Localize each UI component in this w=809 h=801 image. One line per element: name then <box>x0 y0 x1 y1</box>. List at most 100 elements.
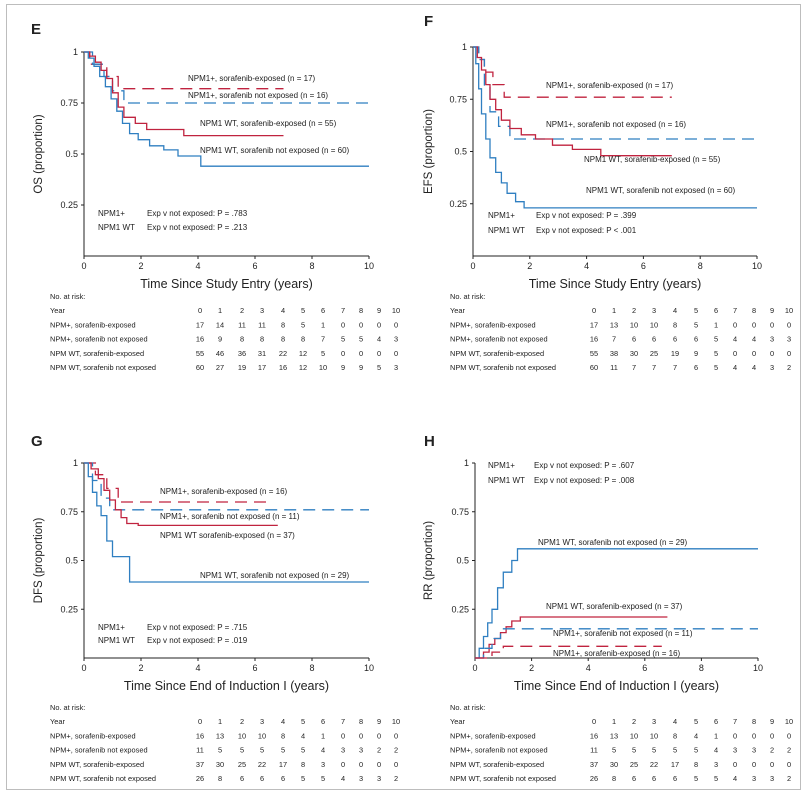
panel-f-xtick-label: 10 <box>752 261 762 271</box>
panel-e-xtick-label: 6 <box>252 261 257 271</box>
panel-e-risk-value: 17 <box>196 320 204 329</box>
panel-f-risk-value: 5 <box>714 363 718 372</box>
panel-f-ytick-label: 1 <box>462 42 467 52</box>
panel-h-risk-value: 5 <box>652 746 656 755</box>
panel-h-stat-group: NPM1+ <box>488 461 515 470</box>
panel-f-risk-year: 4 <box>673 306 677 315</box>
panel-f-risk-value: 0 <box>770 320 774 329</box>
panel-h-risk-value: 16 <box>590 731 598 740</box>
panel-g-xtick-label: 10 <box>364 663 374 673</box>
panel-h-risk-value: 30 <box>610 760 618 769</box>
panel-h-risk-year: 8 <box>752 717 756 726</box>
panel-g-risk-value: 2 <box>377 746 381 755</box>
panel-h-risk-year: 6 <box>714 717 718 726</box>
panel-f-risk-value: 25 <box>650 349 658 358</box>
panel-g-ytick-label: 0.25 <box>60 604 78 614</box>
panel-h-risk-year: 5 <box>694 717 698 726</box>
panel-g-risk-year-label: Year <box>50 717 65 726</box>
panel-f-risk-year: 7 <box>733 306 737 315</box>
panel-g-risk-value: 4 <box>321 746 325 755</box>
panel-h-risk-value: 4 <box>714 746 718 755</box>
panel-h-risk-row-label: NPM WT, sorafenib-exposed <box>450 760 544 769</box>
panel-h-risk-value: 3 <box>770 774 774 783</box>
panel-g-risk-year: 2 <box>240 717 244 726</box>
panel-h-risk-value: 5 <box>673 746 677 755</box>
panel-h-risk-value: 4 <box>694 731 698 740</box>
panel-h-risk-year: 0 <box>592 717 596 726</box>
panel-e-series-line <box>84 51 284 137</box>
panel-g-risk-value: 17 <box>279 760 287 769</box>
panel-g-risk-row-label: NPM WT, sorafenib-exposed <box>50 760 144 769</box>
panel-g-xtick-label: 0 <box>81 663 86 673</box>
panel-e-series-label: NPM1+, sorafenib-exposed (n = 17) <box>188 74 316 83</box>
panel-h-risk-value: 3 <box>752 746 756 755</box>
panel-e-series-line <box>84 51 369 104</box>
panel-h-risk-value: 2 <box>787 774 791 783</box>
panel-g-series-label: NPM1 WT, sorafenib not exposed (n = 29) <box>200 571 350 580</box>
panel-h-risk-value: 0 <box>733 760 737 769</box>
panel-f-risk-value: 0 <box>770 349 774 358</box>
panel-g-risk-year: 7 <box>341 717 345 726</box>
panel-h-letter: H <box>424 433 435 450</box>
panel-g-risk-value: 1 <box>321 731 325 740</box>
panel-h-series-label: NPM1+, sorafenib-exposed (n = 16) <box>553 649 681 658</box>
panel-h-risk-value: 8 <box>694 760 698 769</box>
panel-f-xtick-label: 0 <box>470 261 475 271</box>
panel-e-ytick-label: 0.75 <box>60 98 78 108</box>
panel-f-risk-value: 7 <box>673 363 677 372</box>
panel-f-risk-value: 1 <box>714 320 718 329</box>
panel-h-risk-value: 6 <box>673 774 677 783</box>
panel-g-risk-year: 3 <box>260 717 264 726</box>
panel-h-y-axis-label: RR (proportion) <box>423 521 435 600</box>
panel-g-risk-value: 5 <box>218 746 222 755</box>
panel-h-risk-value: 0 <box>770 731 774 740</box>
panel-e-risk-value: 11 <box>238 320 246 329</box>
panel-e-y-axis-label: OS (proportion) <box>33 114 45 193</box>
panel-e-risk-row-label: NPM WT, sorafenib not exposed <box>50 363 156 372</box>
panel-h-risk-value: 0 <box>733 731 737 740</box>
panel-e-risk-value: 8 <box>260 335 264 344</box>
panel-g-stat-text: Exp v not exposed: P = .019 <box>147 636 248 645</box>
panel-e-risk-value: 8 <box>240 335 244 344</box>
panel-e-series-line <box>84 51 369 167</box>
panel-e-risk-value: 0 <box>377 320 381 329</box>
panel-h-risk-value: 3 <box>733 746 737 755</box>
panel-e-risk-value: 55 <box>196 349 204 358</box>
panel-h-risk-value: 0 <box>787 731 791 740</box>
panel-f-risk-row-label: NPM+, sorafenib not exposed <box>450 335 548 344</box>
panel-e-risk-value: 8 <box>301 335 305 344</box>
panel-g-risk-value: 5 <box>281 746 285 755</box>
panel-f-risk-year: 3 <box>652 306 656 315</box>
panel-h-risk-value: 8 <box>612 774 616 783</box>
panel-g-xtick-label: 8 <box>309 663 314 673</box>
panel-e-xtick-label: 4 <box>195 261 200 271</box>
panel-f-risk-value: 4 <box>733 363 737 372</box>
panel-f-stat-text: Exp v not exposed: P < .001 <box>536 226 637 235</box>
panel-h-risk-value: 11 <box>590 746 598 755</box>
panel-h-series-label: NPM1 WT, sorafenib-exposed (n = 37) <box>546 602 683 611</box>
panel-h-series-label: NPM1+, sorafenib not exposed (n = 11) <box>553 629 693 638</box>
panel-g-series-line <box>84 462 278 527</box>
panel-g-risk-value: 0 <box>341 760 345 769</box>
panel-e-risk-value: 5 <box>321 349 325 358</box>
panel-g-series-line <box>84 462 369 511</box>
panel-g-risk-value: 5 <box>301 746 305 755</box>
panel-g-risk-value: 4 <box>301 731 305 740</box>
panel-e-risk-value: 5 <box>341 335 345 344</box>
panel-e-x-axis-label: Time Since Study Entry (years) <box>140 277 313 291</box>
panel-e-risk-value: 5 <box>301 320 305 329</box>
panel-h-risk-value: 10 <box>630 731 638 740</box>
panel-h-risk-value: 3 <box>752 774 756 783</box>
panel-h-risk-value: 8 <box>673 731 677 740</box>
panel-h-risk-value: 5 <box>612 746 616 755</box>
panel-e-risk-value: 4 <box>377 335 381 344</box>
panel-f-risk-value: 6 <box>652 335 656 344</box>
panel-e-risk-value: 5 <box>359 335 363 344</box>
panel-f-x-axis-label: Time Since Study Entry (years) <box>529 277 702 291</box>
panel-f-risk-value: 0 <box>787 320 791 329</box>
panel-h-ytick-label: 0.5 <box>456 556 469 566</box>
panel-e-risk-year-label: Year <box>50 306 65 315</box>
panel-e-risk-row-label: NPM+, sorafenib not exposed <box>50 335 148 344</box>
panel-g-series-label: NPM1+, sorafenib-exposed (n = 16) <box>160 487 288 496</box>
